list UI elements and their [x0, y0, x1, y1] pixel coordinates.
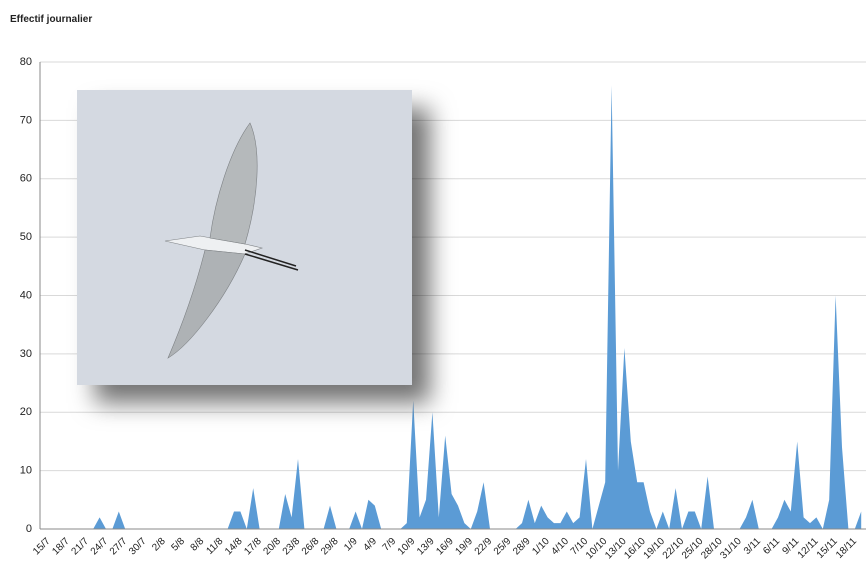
x-tick-label: 22/9: [473, 536, 495, 558]
x-tick-label: 2/8: [150, 536, 168, 554]
chart-title: Effectif journalier: [10, 14, 92, 25]
y-tick-label: 10: [20, 465, 32, 477]
x-tick-label: 24/7: [89, 536, 111, 558]
y-tick-label: 70: [20, 114, 32, 126]
x-tick-label: 1/9: [342, 536, 360, 554]
x-tick-label: 16/9: [434, 536, 456, 558]
x-tick-label: 23/8: [281, 536, 303, 558]
x-tick-label: 1/10: [530, 536, 552, 558]
y-tick-label: 30: [20, 348, 32, 360]
x-tick-label: 20/8: [262, 536, 284, 558]
y-tick-label: 80: [20, 56, 32, 68]
x-tick-label: 19/9: [454, 536, 476, 558]
x-tick-label: 10/9: [396, 536, 418, 558]
y-tick-label: 40: [20, 289, 32, 301]
y-tick-label: 60: [20, 173, 32, 185]
bird: [164, 122, 299, 359]
x-tick-label: 29/8: [319, 536, 341, 558]
x-tick-label: 4/9: [361, 536, 379, 554]
x-tick-label: 18/7: [50, 536, 72, 558]
x-tick-label: 5/8: [169, 536, 187, 554]
x-tick-label: 30/7: [127, 536, 149, 558]
y-tick-label: 50: [20, 231, 32, 243]
x-tick-label: 18/11: [834, 536, 859, 561]
x-tick-label: 28/9: [511, 536, 533, 558]
x-tick-label: 27/7: [108, 536, 130, 558]
x-tick-label: 13/9: [415, 536, 437, 558]
x-tick-label: 15/7: [31, 536, 53, 558]
x-tick-label: 11/8: [204, 536, 225, 557]
y-tick-label: 20: [20, 406, 32, 418]
x-tick-label: 21/7: [70, 536, 92, 558]
x-tick-label: 17/8: [242, 536, 264, 558]
x-tick-label: 26/8: [300, 536, 322, 558]
x-tick-label: 15/11: [815, 536, 840, 561]
x-tick-label: 4/10: [550, 536, 572, 558]
x-tick-label: 6/11: [761, 536, 782, 557]
x-tick-label: 8/8: [189, 536, 207, 554]
x-tick-label: 25/9: [492, 536, 514, 558]
x-tick-label: 12/11: [796, 536, 821, 561]
x-tick-label: 14/8: [223, 536, 245, 558]
x-tick-label: 3/11: [742, 536, 763, 557]
x-tick-label: 31/10: [718, 536, 744, 562]
photo: [77, 90, 412, 385]
y-tick-label: 0: [26, 523, 32, 535]
